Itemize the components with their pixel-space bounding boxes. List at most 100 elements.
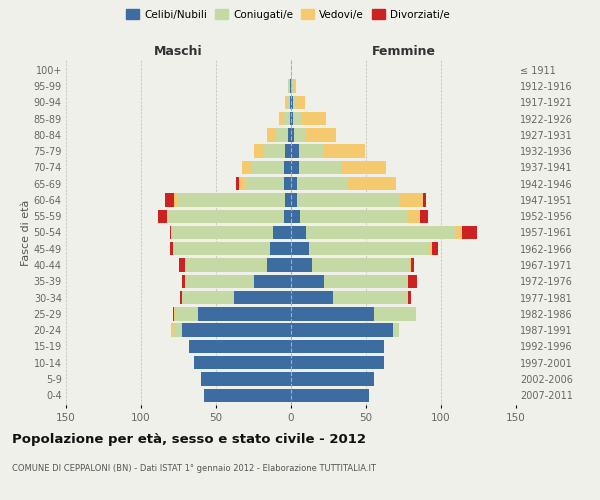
- Bar: [420, 210, 427, 223]
- Bar: [309, 242, 429, 256]
- Bar: [306, 128, 336, 141]
- Bar: [324, 274, 407, 288]
- Bar: [411, 258, 414, 272]
- Bar: [291, 372, 373, 386]
- Bar: [185, 258, 267, 272]
- Bar: [291, 307, 373, 320]
- Bar: [290, 80, 291, 92]
- Bar: [291, 291, 333, 304]
- Bar: [348, 177, 396, 190]
- Bar: [423, 194, 426, 206]
- Bar: [462, 226, 477, 239]
- Bar: [290, 112, 291, 126]
- Bar: [408, 210, 420, 223]
- Bar: [294, 128, 306, 141]
- Bar: [270, 242, 291, 256]
- Bar: [291, 160, 299, 174]
- Bar: [171, 324, 173, 337]
- Bar: [186, 274, 254, 288]
- Bar: [293, 112, 302, 126]
- Bar: [291, 226, 306, 239]
- Bar: [284, 160, 291, 174]
- Bar: [291, 194, 297, 206]
- Bar: [341, 160, 386, 174]
- Bar: [264, 144, 285, 158]
- Bar: [408, 291, 411, 304]
- Bar: [432, 242, 438, 256]
- Bar: [276, 128, 288, 141]
- Bar: [299, 144, 323, 158]
- Bar: [182, 291, 234, 304]
- Bar: [173, 242, 270, 256]
- Bar: [291, 324, 393, 337]
- Bar: [291, 242, 309, 256]
- Bar: [251, 160, 284, 174]
- Bar: [165, 194, 174, 206]
- Bar: [300, 210, 408, 223]
- Bar: [279, 112, 284, 126]
- Bar: [290, 96, 291, 109]
- Bar: [291, 144, 299, 158]
- Legend: Celibi/Nubili, Coniugati/e, Vedovi/e, Divorziati/e: Celibi/Nubili, Coniugati/e, Vedovi/e, Di…: [122, 5, 454, 24]
- Bar: [291, 340, 384, 353]
- Bar: [284, 177, 291, 190]
- Bar: [171, 226, 273, 239]
- Bar: [393, 324, 399, 337]
- Bar: [174, 194, 177, 206]
- Bar: [333, 291, 408, 304]
- Bar: [285, 96, 287, 109]
- Text: COMUNE DI CEPPALONI (BN) - Dati ISTAT 1° gennaio 2012 - Elaborazione TUTTITALIA.: COMUNE DI CEPPALONI (BN) - Dati ISTAT 1°…: [12, 464, 376, 473]
- Bar: [312, 258, 409, 272]
- Bar: [182, 324, 291, 337]
- Bar: [182, 274, 185, 288]
- Bar: [176, 307, 198, 320]
- Bar: [291, 210, 300, 223]
- Bar: [235, 177, 239, 190]
- Bar: [285, 194, 291, 206]
- Bar: [254, 274, 291, 288]
- Bar: [291, 128, 294, 141]
- Bar: [174, 307, 176, 320]
- Y-axis label: Fasce di età: Fasce di età: [20, 200, 31, 266]
- Bar: [185, 274, 186, 288]
- Bar: [306, 226, 456, 239]
- Bar: [170, 226, 171, 239]
- Bar: [399, 194, 423, 206]
- Bar: [456, 226, 462, 239]
- Bar: [234, 291, 291, 304]
- Bar: [189, 340, 291, 353]
- Bar: [204, 388, 291, 402]
- Bar: [373, 307, 415, 320]
- Bar: [245, 177, 284, 190]
- Bar: [291, 80, 293, 92]
- Bar: [408, 274, 417, 288]
- Bar: [291, 96, 293, 109]
- Bar: [323, 144, 365, 158]
- Bar: [299, 160, 341, 174]
- Bar: [193, 356, 291, 370]
- Bar: [285, 144, 291, 158]
- Bar: [157, 210, 167, 223]
- Bar: [170, 242, 173, 256]
- Bar: [177, 194, 285, 206]
- Bar: [409, 258, 411, 272]
- Bar: [288, 128, 291, 141]
- Bar: [239, 177, 245, 190]
- Bar: [291, 274, 324, 288]
- Bar: [254, 144, 264, 158]
- Bar: [407, 274, 408, 288]
- Text: Maschi: Maschi: [154, 46, 203, 59]
- Bar: [302, 112, 325, 126]
- Bar: [429, 242, 432, 256]
- Bar: [180, 291, 182, 304]
- Bar: [241, 160, 251, 174]
- Bar: [198, 307, 291, 320]
- Bar: [267, 128, 276, 141]
- Bar: [173, 324, 182, 337]
- Bar: [291, 356, 384, 370]
- Bar: [284, 112, 290, 126]
- Bar: [297, 194, 399, 206]
- Bar: [296, 96, 305, 109]
- Text: Femmine: Femmine: [371, 46, 436, 59]
- Bar: [267, 258, 291, 272]
